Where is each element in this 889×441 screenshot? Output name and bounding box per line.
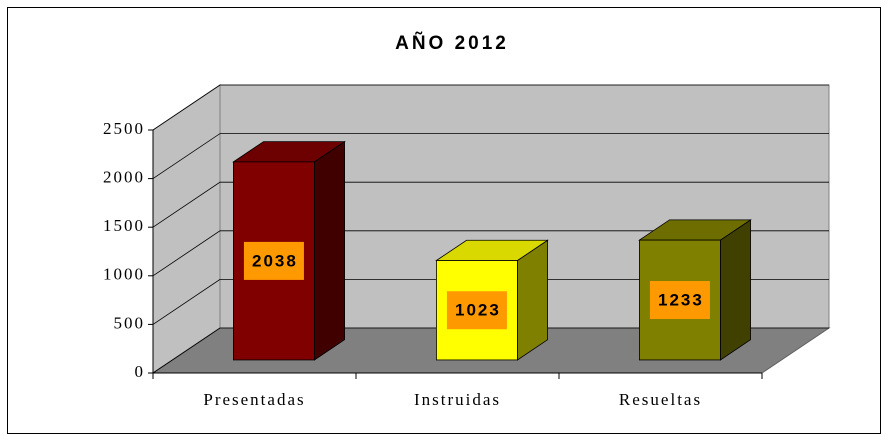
grid-line: [152, 230, 829, 277]
value-label-box: [446, 291, 507, 330]
value-label-box: [243, 241, 304, 280]
x-tick-label: Presentadas: [203, 390, 305, 409]
y-tick-label: 2500: [103, 119, 145, 138]
y-tick-label: 1500: [103, 216, 145, 235]
chart-title: AÑO 2012: [395, 32, 509, 54]
y-tick-label: 500: [114, 313, 146, 332]
grid-line: [152, 181, 829, 228]
grid-line: [152, 327, 829, 374]
grid-line: [152, 133, 829, 179]
value-label-box: [649, 281, 710, 320]
x-tick-label: Instruidas: [414, 390, 501, 409]
grid-line: [152, 84, 829, 131]
grid-line: [152, 278, 829, 325]
x-tick-label: Resueltas: [619, 390, 702, 409]
bar-side: [720, 219, 751, 361]
value-label: 1023: [455, 301, 501, 320]
left-wall: [152, 84, 221, 374]
y-tick-label: 1000: [103, 265, 145, 284]
value-label: 1233: [658, 291, 704, 310]
y-tick-label: 0: [135, 362, 146, 381]
bar-side: [314, 140, 345, 361]
value-label: 2038: [252, 251, 298, 270]
bar-side: [517, 239, 548, 361]
y-tick-label: 2000: [103, 168, 145, 187]
